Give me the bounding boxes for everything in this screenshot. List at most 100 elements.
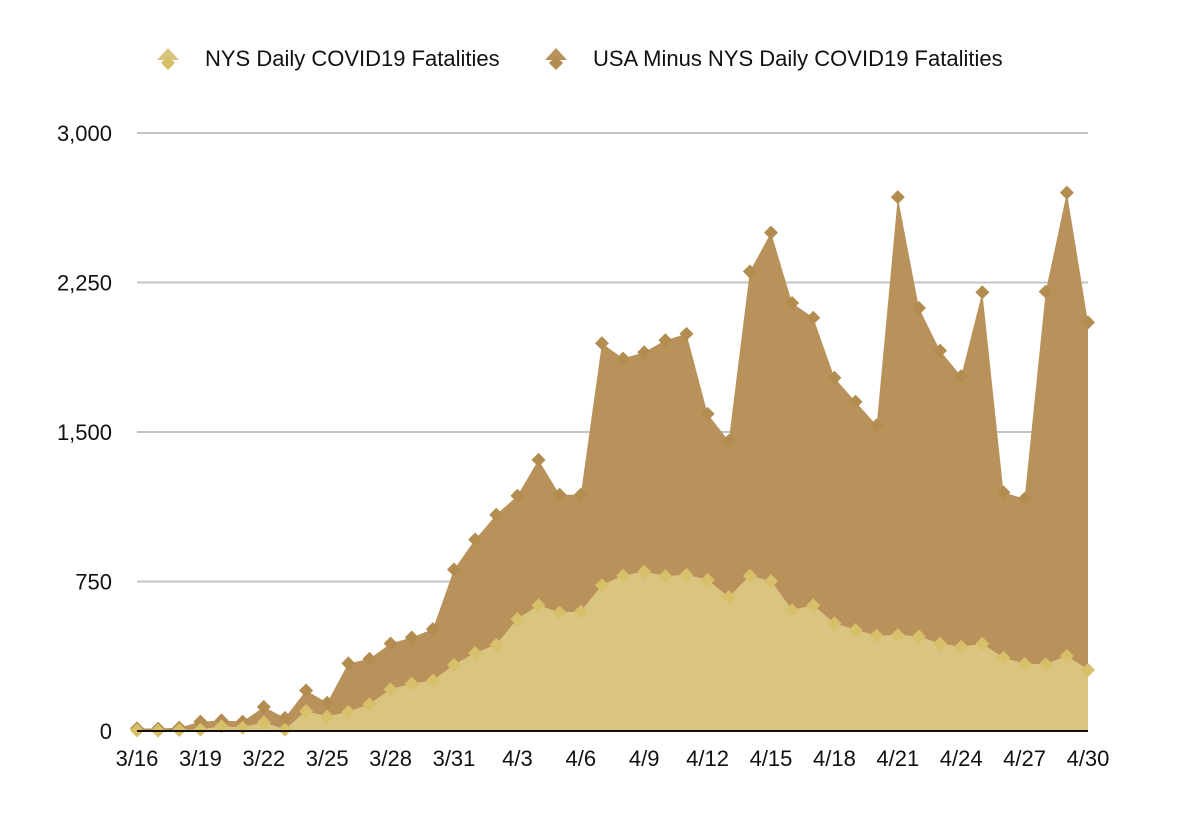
x-tick-label: 3/22 (242, 746, 285, 771)
usa-minus-nys-point (637, 345, 652, 360)
usa-minus-nys-point (489, 507, 504, 522)
usa-minus-nys-point (1017, 491, 1032, 506)
x-tick-label: 4/24 (940, 746, 983, 771)
nys-point (383, 682, 398, 697)
nys-point (996, 650, 1011, 665)
nys-point (193, 722, 208, 737)
usa-minus-nys-point (869, 418, 884, 433)
x-tick-label: 4/6 (566, 746, 597, 771)
usa-minus-nys-point (552, 487, 567, 502)
x-tick-label: 4/21 (876, 746, 919, 771)
usa-minus-nys-point (447, 562, 461, 577)
usa-minus-nys-point (573, 487, 588, 502)
y-tick-label: 3,000 (57, 121, 112, 146)
usa-minus-nys-point (531, 452, 546, 467)
area-layers (137, 192, 1088, 731)
usa-minus-nys-point (975, 285, 990, 300)
legend-swatch (545, 48, 567, 60)
nys-point (700, 572, 715, 587)
usa-minus-nys-point (764, 225, 778, 240)
area-usa-minus-nys (137, 192, 1088, 731)
nys-point (806, 598, 821, 613)
x-tick-label: 4/27 (1003, 746, 1046, 771)
nys-point (277, 722, 292, 737)
y-tick-label: 1,500 (57, 420, 112, 445)
usa-minus-nys-point (362, 651, 377, 666)
nys-point (552, 605, 567, 620)
x-tick-label: 3/31 (433, 746, 476, 771)
x-tick-label: 3/25 (306, 746, 349, 771)
nys-point (489, 637, 504, 652)
data-markers (130, 185, 1095, 738)
nys-point (679, 567, 694, 582)
usa-minus-nys-point (933, 343, 948, 358)
usa-minus-nys-point (996, 485, 1011, 500)
nys-point (447, 657, 461, 672)
nys-point (975, 636, 990, 651)
usa-minus-nys-point (341, 656, 356, 671)
usa-minus-nys-point (827, 370, 842, 385)
nys-point (320, 709, 335, 724)
usa-minus-nys-point (658, 333, 673, 348)
nys-point (1081, 663, 1095, 678)
usa-minus-nys-point (806, 310, 821, 325)
nys-point (214, 719, 229, 734)
nys-point (594, 578, 609, 593)
nys-point (827, 616, 842, 631)
y-tick-label: 2,250 (57, 271, 112, 296)
usa-minus-nys-point (911, 301, 926, 316)
usa-minus-nys-point (954, 369, 969, 384)
x-axis: 3/16 3/19 3/22 3/25 3/28 3/31 4/3 4/6 4/9 4/12 4/1… (116, 730, 1109, 771)
legend-marker (161, 56, 175, 70)
nys-point (425, 673, 440, 688)
usa-minus-nys-point (742, 264, 757, 279)
usa-minus-nys-point (890, 190, 905, 205)
nys-point (658, 569, 673, 584)
usa-minus-nys-point (193, 714, 208, 729)
y-tick-label: 0 (100, 719, 112, 744)
usa-minus-nys-point (679, 326, 694, 341)
nys-point (616, 568, 631, 583)
area-nys (137, 571, 1088, 731)
legend: NYS Daily COVID19 Fatalities USA Minus NY… (157, 46, 1003, 71)
usa-minus-nys-point (510, 488, 525, 503)
nys-point (573, 604, 588, 619)
nys-point (933, 636, 948, 651)
y-axis: 0 750 1,500 2,250 3,000 (57, 121, 112, 744)
usa-minus-nys-point (1081, 315, 1095, 330)
usa-minus-nys-point (256, 699, 271, 714)
nys-point (869, 628, 884, 643)
legend-marker (549, 56, 563, 70)
nys-point (468, 646, 483, 661)
x-tick-label: 4/12 (686, 746, 729, 771)
nys-point (510, 611, 525, 626)
usa-minus-nys-point (468, 532, 483, 547)
nys-point (341, 704, 356, 719)
x-tick-label: 3/16 (116, 746, 159, 771)
usa-minus-nys-point (1059, 185, 1074, 200)
nys-point (911, 629, 926, 644)
x-tick-label: 4/9 (629, 746, 660, 771)
nys-point (742, 568, 757, 583)
nys-point (299, 704, 314, 719)
legend-label: NYS Daily COVID19 Fatalities (205, 46, 500, 71)
nys-point (637, 564, 652, 579)
usa-minus-nys-point (848, 394, 863, 409)
legend-swatch (157, 48, 179, 60)
nys-point (1038, 657, 1053, 672)
nys-point (256, 715, 271, 730)
usa-minus-nys-point (425, 622, 440, 637)
usa-minus-nys-point (700, 406, 715, 421)
legend-label: USA Minus NYS Daily COVID19 Fatalities (593, 46, 1003, 71)
usa-minus-nys-point (785, 296, 800, 311)
nys-point (362, 697, 377, 712)
nys-point (404, 676, 419, 691)
usa-minus-nys-point (616, 351, 631, 366)
usa-minus-nys-point (277, 710, 292, 725)
x-tick-label: 3/19 (179, 746, 222, 771)
usa-minus-nys-point (721, 433, 736, 448)
nys-point (1059, 649, 1074, 664)
x-tick-label: 3/28 (369, 746, 412, 771)
